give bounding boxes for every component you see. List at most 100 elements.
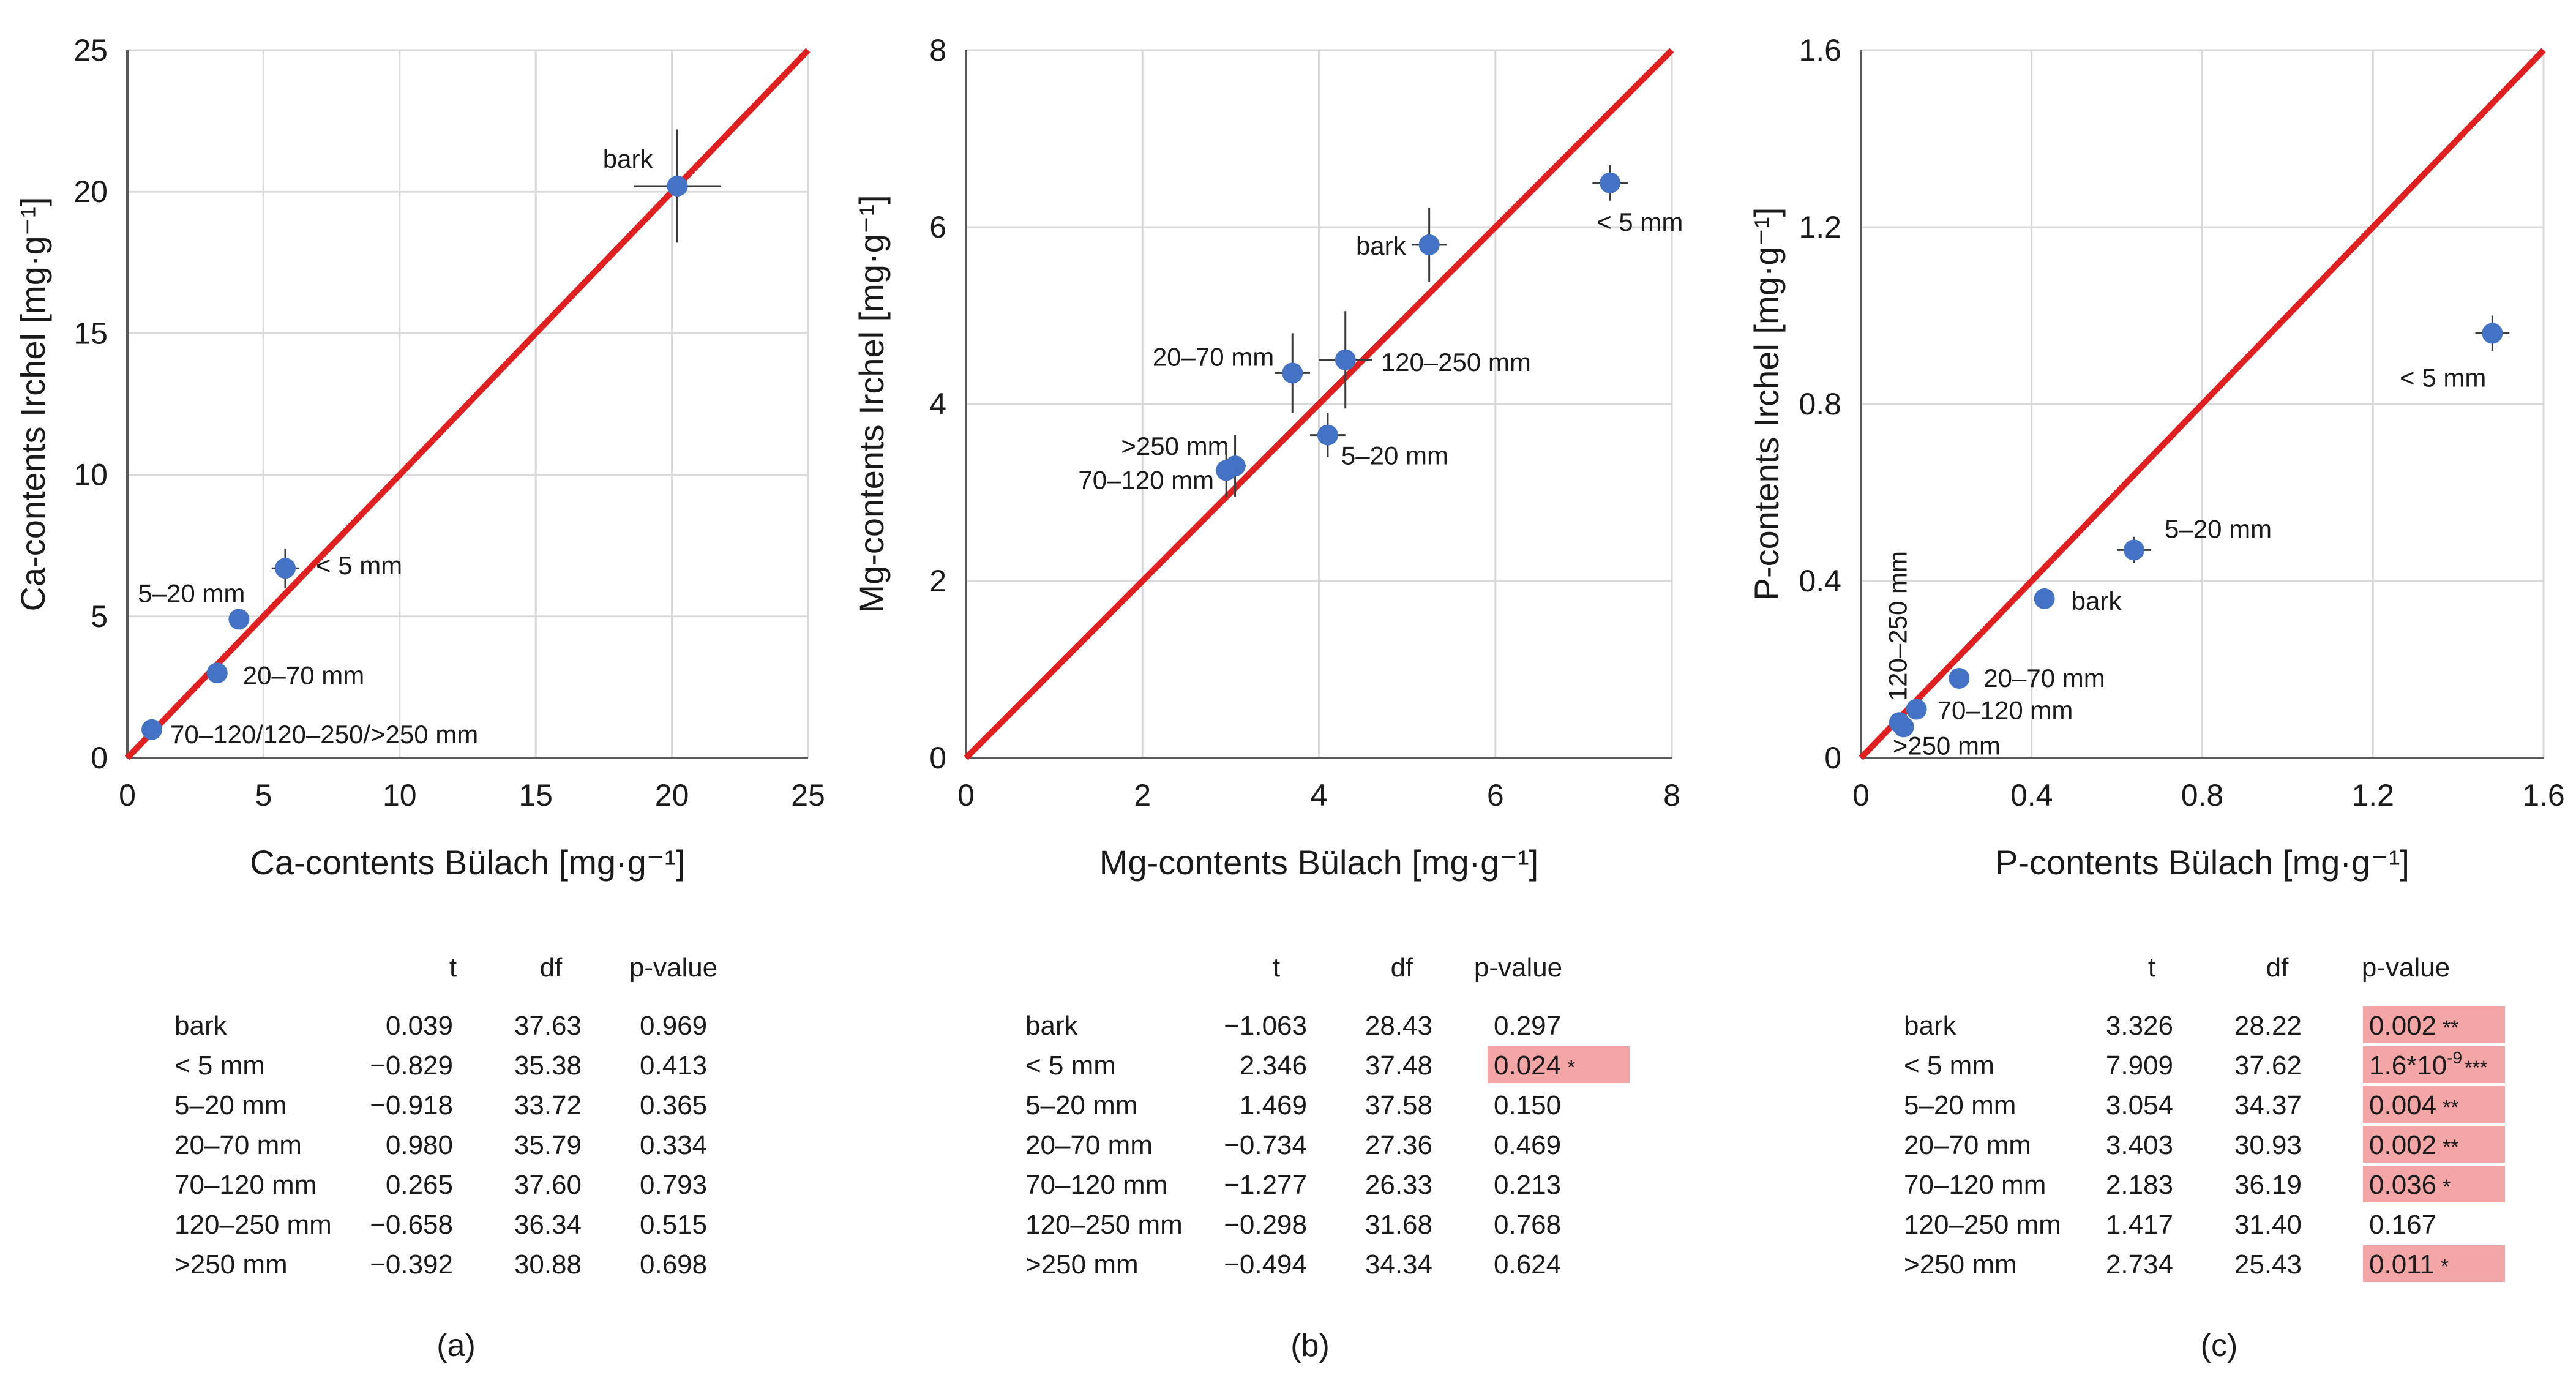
table-p-value: 0.768 — [1494, 1210, 1561, 1240]
p-value-text: 0.969 — [640, 1011, 707, 1041]
point-label: < 5 mm — [2400, 363, 2486, 392]
table-row-name: 70–120 mm — [1904, 1170, 2046, 1200]
table-t-value: 7.909 — [2106, 1051, 2173, 1081]
y-tick-label: 1.2 — [1799, 210, 1841, 244]
table-t-value: 1.469 — [1240, 1090, 1307, 1120]
x-tick-label: 25 — [791, 778, 825, 812]
significance-highlight — [2363, 1086, 2505, 1123]
point-label: bark — [603, 144, 654, 173]
table-p-value: 0.150 — [1494, 1090, 1561, 1120]
table-p-value: 0.024 * — [1494, 1051, 1575, 1081]
y-tick-label: 0 — [929, 741, 946, 775]
table-df-value: 35.38 — [514, 1051, 582, 1081]
x-axis-title: Ca-contents Bülach [mg·g⁻¹] — [250, 843, 685, 882]
significance-highlight — [2363, 1126, 2505, 1163]
panel-2: 0 2 4 6 8 0 2 4 6 8 Mg-contents Bülach [mg·g⁻¹] Mg-… — [852, 33, 1683, 1363]
table-t-value: −0.829 — [370, 1051, 453, 1081]
table-header: p-value — [629, 953, 717, 983]
x-tick-label: 20 — [655, 778, 689, 812]
table-row-name: 120–250 mm — [1025, 1210, 1183, 1240]
table-row-name: 20–70 mm — [1904, 1130, 2031, 1160]
table-header: t — [2148, 953, 2155, 983]
table-row-name: bark — [1025, 1011, 1079, 1041]
significance-stars: * — [2441, 1255, 2449, 1278]
table-row-name: >250 mm — [1025, 1250, 1139, 1280]
data-point — [2034, 588, 2055, 609]
x-tick-label: 8 — [1663, 778, 1680, 812]
point-label: 20–70 mm — [243, 661, 364, 689]
p-value-text: 0.024 — [1494, 1051, 1561, 1081]
point-label: >250 mm — [1121, 432, 1229, 460]
table-t-value: −0.918 — [370, 1090, 453, 1120]
data-point — [2124, 539, 2144, 561]
table-row-name: 5–20 mm — [1904, 1090, 2016, 1120]
p-value-text: 0.167 — [2369, 1210, 2436, 1240]
p-value-text: 0.334 — [640, 1130, 707, 1160]
table-df-value: 37.63 — [514, 1011, 582, 1041]
table-t-value: 3.054 — [2106, 1090, 2173, 1120]
table-t-value: 0.980 — [386, 1130, 453, 1160]
p-value-text: 0.365 — [640, 1090, 707, 1120]
p-value-text: 0.624 — [1494, 1250, 1561, 1280]
table-p-value: 0.167 — [2369, 1210, 2436, 1240]
x-tick-label: 0 — [1852, 778, 1870, 812]
table-header: p-value — [1474, 953, 1562, 983]
table-row-name: >250 mm — [174, 1250, 288, 1280]
y-tick-label: 1.6 — [1799, 33, 1841, 67]
p-value-text: 0.469 — [1494, 1130, 1561, 1160]
point-label: 5–20 mm — [2165, 514, 2272, 543]
table-p-value: 1.6*10-9 *** — [2369, 1048, 2488, 1081]
table-row-name: 20–70 mm — [174, 1130, 302, 1160]
table-p-value: 0.365 — [640, 1090, 707, 1120]
table-df-value: 30.88 — [514, 1250, 582, 1280]
p-value-text: 0.002 — [2369, 1011, 2436, 1041]
y-tick-label: 0 — [91, 741, 108, 775]
table-df-value: 34.34 — [1365, 1250, 1432, 1280]
p-value-text: 0.004 — [2369, 1090, 2436, 1120]
point-label: 120–250 mm — [1884, 551, 1912, 701]
table-df-value: 37.58 — [1365, 1090, 1432, 1120]
table-df-value: 34.37 — [2234, 1090, 2302, 1120]
y-tick-label: 15 — [73, 316, 108, 350]
y-tick-label: 10 — [73, 458, 108, 492]
table-p-value: 0.002 ** — [2369, 1011, 2459, 1041]
p-value-text: 0.213 — [1494, 1170, 1561, 1200]
table-df-value: 31.68 — [1365, 1210, 1432, 1240]
data-point — [667, 175, 688, 197]
data-point — [228, 609, 250, 630]
significance-highlight — [2363, 1006, 2505, 1043]
significance-stars: * — [2443, 1175, 2451, 1199]
significance-stars: ** — [2443, 1096, 2458, 1119]
table-p-value: 0.004 ** — [2369, 1090, 2459, 1120]
point-label: 70–120/120–250/>250 mm — [170, 720, 478, 749]
p-value-text: 0.698 — [640, 1250, 707, 1280]
y-tick-label: 0.8 — [1799, 387, 1841, 421]
significance-highlight — [2363, 1166, 2505, 1202]
p-value-text: 0.036 — [2369, 1170, 2436, 1200]
table-row-name: 5–20 mm — [1025, 1090, 1137, 1120]
data-point — [1216, 460, 1237, 481]
table-t-value: −0.494 — [1224, 1250, 1307, 1280]
data-point — [1906, 699, 1927, 720]
table-t-value: 2.734 — [2106, 1250, 2173, 1280]
x-tick-label: 4 — [1311, 778, 1328, 812]
y-tick-label: 8 — [929, 33, 946, 67]
significance-stars: ** — [2443, 1016, 2458, 1040]
table-df-value: 25.43 — [2234, 1250, 2302, 1280]
significance-highlight — [2363, 1046, 2505, 1083]
point-label: 70–120 mm — [1078, 465, 1214, 494]
table-df-value: 28.22 — [2234, 1011, 2302, 1041]
significance-stars: ** — [2443, 1136, 2458, 1159]
data-point — [1418, 234, 1440, 255]
one-to-one-line — [125, 48, 811, 760]
x-tick-label: 0 — [119, 778, 136, 812]
point-label: 20–70 mm — [1983, 664, 2105, 692]
table-header: df — [540, 953, 563, 983]
table-t-value: −0.658 — [370, 1210, 453, 1240]
point-label: 5–20 mm — [138, 579, 245, 607]
table-t-value: −0.392 — [370, 1250, 453, 1280]
table-row-name: 5–20 mm — [174, 1090, 286, 1120]
p-value-text: 0.515 — [640, 1210, 707, 1240]
